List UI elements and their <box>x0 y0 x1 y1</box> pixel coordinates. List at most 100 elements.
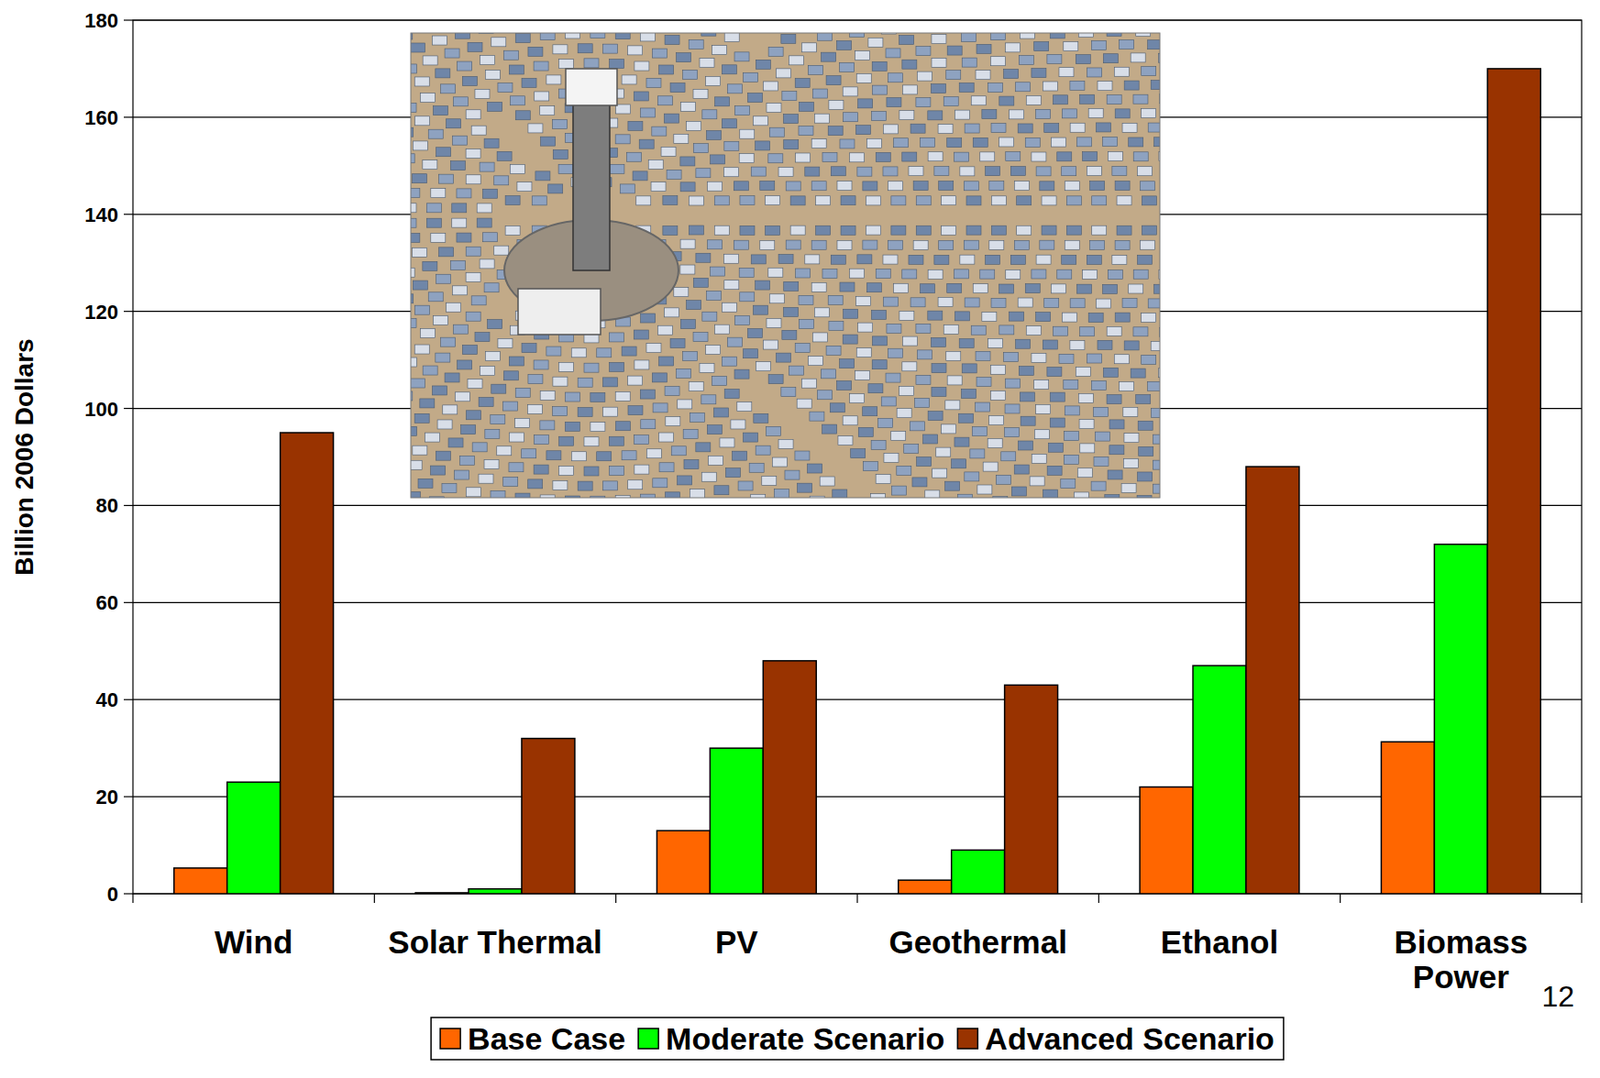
heliostat <box>662 225 678 235</box>
heliostat <box>1075 55 1091 65</box>
heliostat <box>882 124 898 134</box>
heliostat <box>839 139 855 149</box>
heliostat <box>474 332 490 343</box>
heliostat <box>875 269 891 279</box>
heliostat <box>1130 368 1146 378</box>
heliostat <box>989 240 1005 250</box>
heliostat <box>410 203 417 213</box>
heliostat <box>515 33 530 44</box>
heliostat <box>634 435 650 445</box>
bar <box>656 830 710 894</box>
heliostat <box>970 449 985 459</box>
heliostat <box>739 129 755 139</box>
heliostat <box>509 164 525 174</box>
y-axis-title: Billion 2006 Dollars <box>10 338 39 575</box>
heliostat <box>640 494 655 498</box>
heliostat <box>794 77 810 88</box>
heliostat <box>540 420 555 431</box>
heliostat <box>412 174 428 184</box>
heliostat <box>689 412 705 422</box>
heliostat <box>915 323 931 333</box>
heliostat <box>837 40 852 50</box>
heliostat <box>788 55 804 66</box>
heliostat <box>615 391 630 401</box>
heliostat <box>783 114 799 124</box>
heliostat <box>661 146 676 156</box>
heliostat <box>1036 312 1051 322</box>
heliostat <box>496 446 512 456</box>
heliostat <box>476 203 492 213</box>
heliostat <box>454 470 470 480</box>
heliostat <box>954 311 970 321</box>
heliostat <box>1004 69 1019 79</box>
heliostat <box>768 154 784 164</box>
heliostat <box>428 129 443 139</box>
heliostat <box>734 52 750 62</box>
heliostat <box>760 240 775 250</box>
heliostat <box>1016 196 1032 206</box>
heliostat <box>571 452 586 462</box>
heliostat <box>494 176 509 186</box>
heliostat <box>896 408 912 419</box>
heliostat <box>640 313 656 323</box>
heliostat <box>1133 327 1148 337</box>
heliostat <box>546 451 562 461</box>
heliostat <box>695 442 711 453</box>
heliostat <box>646 77 662 88</box>
bar <box>709 748 763 894</box>
heliostat <box>752 116 768 126</box>
heliostat <box>1153 484 1160 494</box>
heliostat <box>755 362 771 372</box>
heliostat <box>885 48 901 58</box>
heliostat <box>937 297 953 307</box>
heliostat <box>677 399 693 409</box>
heliostat <box>871 85 887 95</box>
heliostat <box>1106 326 1122 336</box>
heliostat <box>441 337 456 347</box>
heliostat <box>1009 311 1025 321</box>
heliostat <box>931 364 947 374</box>
heliostat <box>437 419 453 430</box>
heliostat <box>476 218 492 228</box>
x-tick <box>132 893 133 904</box>
heliostat <box>1109 445 1125 455</box>
heliostat <box>1050 137 1066 147</box>
heliostat <box>1130 53 1146 63</box>
heliostat <box>811 181 827 191</box>
heliostat <box>430 188 446 199</box>
heliostat <box>715 97 730 107</box>
heliostat <box>915 196 931 206</box>
heliostat <box>1059 353 1074 364</box>
heliostat <box>760 181 775 191</box>
heliostat <box>584 58 599 68</box>
heliostat <box>686 121 702 131</box>
heliostat <box>931 34 947 45</box>
heliostat <box>899 35 915 45</box>
heliostat <box>490 490 506 498</box>
heliostat <box>657 325 673 335</box>
heliostat <box>865 225 881 235</box>
heliostat <box>960 254 975 265</box>
bar <box>762 661 817 894</box>
heliostat <box>603 407 618 417</box>
heliostat <box>987 439 1003 449</box>
heliostat <box>854 370 870 380</box>
y-tick <box>123 505 133 507</box>
heliostat <box>946 351 961 361</box>
heliostat <box>1123 407 1138 417</box>
heliostat <box>738 481 753 491</box>
heliostat <box>528 375 543 385</box>
heliostat <box>426 218 442 228</box>
heliostat <box>1091 381 1106 391</box>
heliostat <box>608 466 624 476</box>
heliostat <box>414 413 430 423</box>
heliostat <box>1086 254 1102 265</box>
heliostat <box>763 81 779 91</box>
heliostat <box>1015 339 1031 349</box>
heliostat <box>849 153 865 163</box>
heliostat <box>640 419 656 430</box>
heliostat <box>1025 137 1040 147</box>
heliostat <box>739 225 755 235</box>
chart: 020406080100120140160180WindSolar Therma… <box>0 0 1600 1078</box>
heliostat <box>858 427 873 437</box>
